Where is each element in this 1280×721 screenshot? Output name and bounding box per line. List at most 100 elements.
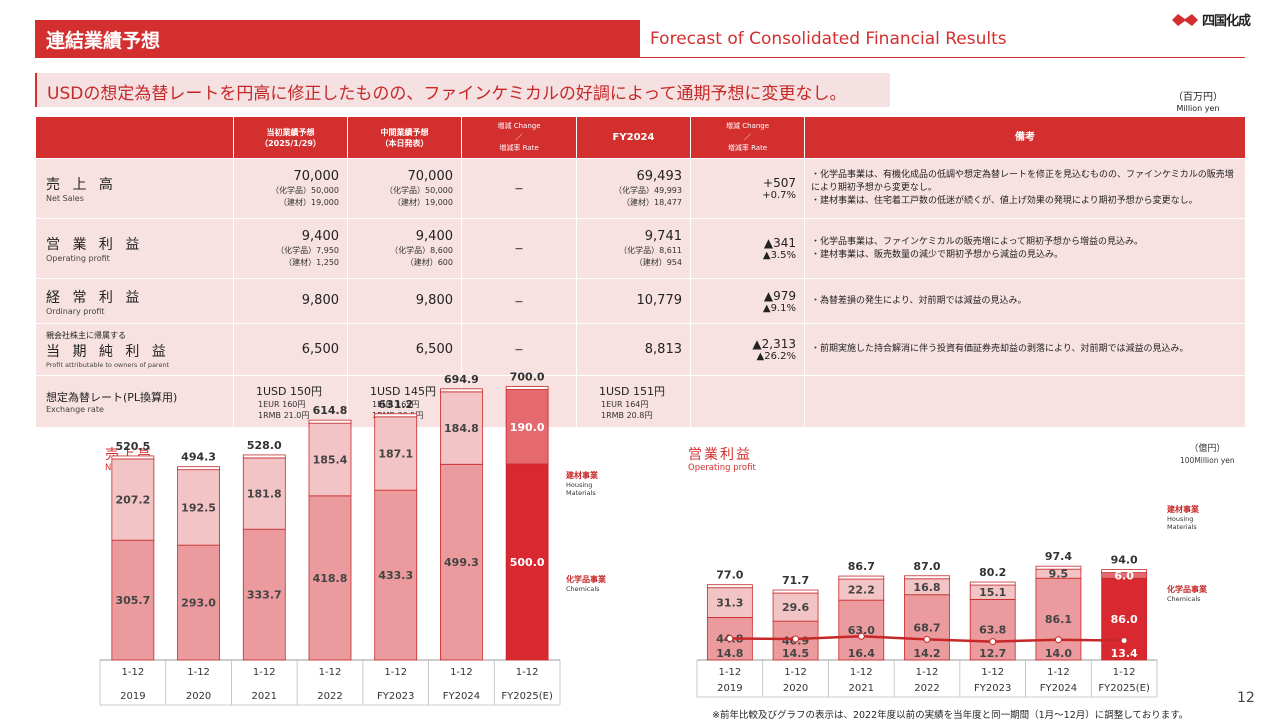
line-point bbox=[792, 635, 800, 643]
tick-label-year: FY2025(E) bbox=[1098, 683, 1150, 694]
legend-housing: 建材事業 bbox=[1166, 504, 1200, 514]
bar-top-cap bbox=[111, 455, 155, 460]
data-label-housing: 15.1 bbox=[979, 586, 1006, 599]
col-change-2: 増減 Change ／増減率 Rate bbox=[690, 116, 805, 159]
tick-label-year: 2019 bbox=[120, 691, 145, 702]
tick-label-year: 2020 bbox=[783, 683, 808, 694]
col-change-1: 増減 Change ／増減率 Rate bbox=[461, 116, 577, 159]
line-point bbox=[1120, 637, 1128, 645]
data-label-chemicals: 68.7 bbox=[913, 621, 940, 634]
data-label-housing: 22.2 bbox=[848, 584, 875, 597]
data-label-chemicals: 86.0 bbox=[1111, 613, 1138, 626]
data-label-total: 700.0 bbox=[510, 371, 545, 384]
tick-label-period: 1-12 bbox=[187, 667, 210, 678]
page-number: 12 bbox=[1237, 690, 1255, 706]
tick-label-year: FY2024 bbox=[443, 691, 480, 702]
tick-label-period: 1-12 bbox=[1047, 667, 1070, 678]
bar-housing bbox=[374, 416, 418, 491]
tick-label-year: FY2025(E) bbox=[501, 691, 553, 702]
title-bar bbox=[35, 20, 640, 58]
table-row-net-profit: 親会社株主に帰属する当 期 純 利 益 Profit attributable t… bbox=[35, 323, 1246, 376]
bar-housing bbox=[242, 457, 286, 530]
bar-top-cap bbox=[1101, 569, 1148, 573]
col-initial-forecast: 当初業績予想 （2025/1/29） bbox=[233, 116, 348, 159]
data-label-chemicals: 499.3 bbox=[444, 556, 479, 569]
bar-chemicals bbox=[242, 528, 286, 661]
data-label-chemicals: 333.7 bbox=[247, 589, 282, 602]
tick-label-year: FY2023 bbox=[377, 691, 414, 702]
legend-housing-en-1: Housing bbox=[566, 481, 592, 489]
tick-label-year: 2019 bbox=[717, 683, 742, 694]
data-label-housing: 185.4 bbox=[313, 453, 348, 466]
tick-label-period: 1-12 bbox=[516, 667, 539, 678]
data-label-total: 528.0 bbox=[247, 439, 282, 452]
bar-housing bbox=[706, 587, 753, 618]
table-row-ordinary-profit: 経 常 利 益 Ordinary profit 9,800 9,800 － 10,… bbox=[35, 278, 1246, 324]
bar-chemicals bbox=[1035, 577, 1082, 661]
bar-top-cap bbox=[706, 584, 753, 589]
bar-top-cap bbox=[772, 589, 819, 594]
data-label-chemicals: 500.0 bbox=[510, 556, 545, 569]
table-row-net-sales: 売 上 高 Net Sales 70,000 （化学品）50,000 （建材）19,0… bbox=[35, 158, 1246, 219]
data-label-housing: 181.8 bbox=[247, 488, 282, 501]
data-label-chemicals: 63.8 bbox=[979, 624, 1006, 637]
bar-chemicals bbox=[838, 599, 885, 661]
tick-label-year: 2022 bbox=[317, 691, 342, 702]
tick-label-period: 1-12 bbox=[122, 667, 145, 678]
bar-top-cap bbox=[969, 581, 1016, 586]
data-label-chemicals: 63.0 bbox=[848, 624, 875, 637]
col-interim-forecast: 中間業績予想 （本日発表） bbox=[347, 116, 462, 159]
data-label-chemicals: 86.1 bbox=[1045, 613, 1072, 626]
data-label-line: 13.4 bbox=[1111, 647, 1138, 660]
data-label-total: 71.7 bbox=[782, 574, 809, 587]
data-label-total: 87.0 bbox=[913, 560, 940, 573]
data-label-housing: 192.5 bbox=[181, 501, 216, 514]
tick-label-period: 1-12 bbox=[784, 667, 807, 678]
tick-label-year: 2021 bbox=[849, 683, 874, 694]
data-label-total: 86.7 bbox=[848, 560, 875, 573]
data-label-total: 694.9 bbox=[444, 373, 479, 386]
forecast-table: 当初業績予想 （2025/1/29） 中間業績予想 （本日発表） 増減 Change… bbox=[35, 116, 1246, 428]
legend-housing: 建材事業 bbox=[565, 470, 599, 480]
legend-chemicals: 化学品事業 bbox=[1167, 584, 1208, 594]
tick-label-period: 1-12 bbox=[319, 667, 342, 678]
data-label-line: 14.2 bbox=[913, 647, 940, 660]
data-label-line: 14.8 bbox=[716, 647, 743, 660]
data-label-housing: 16.8 bbox=[913, 581, 940, 594]
col-fy2024: FY2024 bbox=[576, 116, 691, 159]
bar-housing bbox=[772, 592, 819, 622]
bar-housing bbox=[440, 391, 483, 465]
data-label-line: 16.4 bbox=[848, 647, 875, 660]
data-label-total: 631.2 bbox=[378, 398, 413, 411]
bar-top-cap bbox=[177, 466, 220, 471]
data-label-housing: 207.2 bbox=[115, 494, 150, 507]
data-label-housing: 190.0 bbox=[510, 421, 545, 434]
title-divider bbox=[640, 57, 1245, 58]
tick-label-year: FY2024 bbox=[1040, 683, 1077, 694]
bar-top-cap bbox=[440, 388, 483, 393]
data-label-chemicals: 433.3 bbox=[378, 569, 413, 582]
data-label-chemicals: 418.8 bbox=[313, 572, 348, 585]
line-point bbox=[923, 635, 931, 643]
op-chart-unit: （億円） 100Million yen bbox=[1180, 444, 1235, 465]
bar-top-cap bbox=[838, 575, 885, 580]
bar-chemicals bbox=[177, 544, 220, 661]
line-point bbox=[857, 632, 865, 640]
op-chart-title: 営業利益 bbox=[688, 447, 752, 463]
headline-box: USDの想定為替レートを円高に修正したものの、ファインケミカルの好調によって通期… bbox=[35, 73, 890, 107]
tick-label-period: 1-12 bbox=[384, 667, 407, 678]
data-label-line: 14.0 bbox=[1045, 647, 1072, 660]
legend-housing-en-1: Housing bbox=[1167, 515, 1193, 523]
bar-top-cap bbox=[904, 575, 950, 580]
tick-label-year: 2021 bbox=[252, 691, 277, 702]
bar-top-cap bbox=[374, 413, 418, 418]
data-label-total: 77.0 bbox=[716, 569, 743, 582]
bar-chemicals bbox=[505, 463, 549, 661]
data-label-housing: 187.1 bbox=[378, 447, 413, 460]
bar-top-cap bbox=[1035, 565, 1082, 570]
table-unit: （百万円） Million yen bbox=[1173, 92, 1223, 113]
line-point bbox=[989, 638, 997, 646]
legend-chemicals-en: Chemicals bbox=[566, 585, 600, 593]
line-point bbox=[1054, 636, 1062, 644]
